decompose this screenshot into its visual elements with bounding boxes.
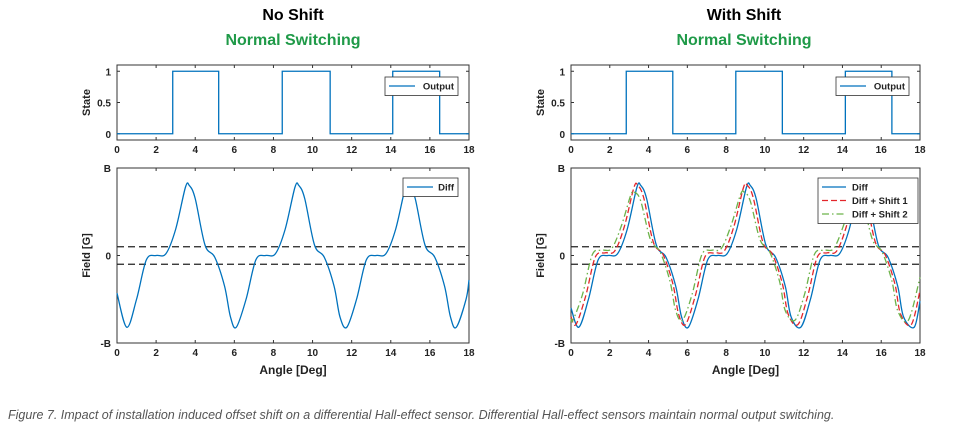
x-tick-label: 10 [759, 348, 771, 359]
x-tick-label: 12 [346, 348, 358, 359]
left-panel-subtitle: Normal Switching [225, 32, 361, 49]
x-tick-label: 2 [153, 348, 159, 359]
x-tick-label: 14 [837, 348, 849, 359]
x-tick-label: 16 [876, 145, 888, 156]
y-tick-label: 0 [559, 252, 565, 263]
x-tick-label: 18 [463, 145, 475, 156]
x-tick-label: 8 [723, 348, 729, 359]
x-tick-label: 12 [798, 348, 810, 359]
x-tick-label: 12 [346, 145, 358, 156]
legend-entry: Diff [852, 183, 869, 194]
x-tick-label: 18 [914, 145, 926, 156]
legend-entry: Output [874, 82, 906, 93]
left-panel-title: No Shift [262, 7, 324, 24]
legend: Output [384, 76, 459, 96]
right-panel-subtitle: Normal Switching [676, 32, 812, 49]
y-axis-label: State [535, 89, 547, 116]
legend: Diff Diff + Shift 1 Diff + Shift 2 [817, 177, 919, 224]
x-tick-label: 2 [607, 145, 613, 156]
x-tick-label: 8 [723, 145, 729, 156]
x-tick-label: 16 [876, 348, 888, 359]
x-tick-label: 4 [646, 348, 652, 359]
legend-entry: Diff + Shift 1 [852, 196, 908, 207]
chart-1-state: 0 2 4 6 8 10 12 14 16 18 0 0.5 1 State Output [535, 64, 926, 156]
x-tick-label: 14 [385, 348, 397, 359]
x-tick-label: 10 [307, 348, 319, 359]
x-tick-label: 14 [385, 145, 397, 156]
y-tick-label: 1 [559, 67, 565, 78]
legend-entry: Diff + Shift 2 [852, 210, 908, 221]
axes-box [570, 64, 921, 141]
x-axis-label: Angle [Deg] [259, 363, 326, 377]
x-tick-label: 16 [424, 145, 436, 156]
y-tick-label: 0.5 [97, 99, 111, 110]
legend-entry: Output [423, 82, 455, 93]
x-tick-label: 6 [685, 145, 691, 156]
right-panel-title: With Shift [706, 7, 782, 24]
y-axis-label: Field [G] [81, 233, 93, 278]
x-tick-label: 4 [192, 145, 198, 156]
chart-0-state: 0 2 4 6 8 10 12 14 16 18 0 0.5 1 State Output [81, 64, 475, 156]
x-tick-label: 16 [424, 348, 436, 359]
x-tick-label: 6 [685, 348, 691, 359]
y-tick-label: -B [554, 339, 565, 350]
y-tick-label: 0 [105, 252, 111, 263]
figure-caption: Figure 7. Impact of installation induced… [8, 408, 835, 422]
x-axis-label: Angle [Deg] [712, 363, 779, 377]
x-tick-label: 18 [463, 348, 475, 359]
x-tick-label: 0 [114, 348, 120, 359]
x-tick-label: 8 [271, 145, 277, 156]
series-line [570, 182, 921, 327]
legend-box [384, 76, 459, 96]
x-tick-label: 0 [114, 145, 120, 156]
x-tick-label: 6 [232, 145, 238, 156]
y-tick-label: B [104, 164, 111, 175]
legend: Output [835, 76, 910, 96]
y-tick-label: 0.5 [551, 99, 565, 110]
legend-entry: Diff [438, 183, 455, 194]
x-tick-label: 12 [798, 145, 810, 156]
x-tick-label: 4 [646, 145, 652, 156]
y-tick-label: 0 [105, 130, 111, 141]
x-tick-label: 10 [307, 145, 319, 156]
x-tick-label: 0 [568, 145, 574, 156]
y-tick-label: 1 [105, 67, 111, 78]
x-tick-label: 2 [153, 145, 159, 156]
series-line [116, 182, 470, 329]
series-line [117, 70, 469, 135]
x-tick-label: 18 [914, 348, 926, 359]
series-line [571, 70, 920, 135]
x-tick-label: 2 [607, 348, 613, 359]
legend: Diff [402, 177, 459, 197]
y-axis-label: Field [G] [535, 233, 547, 278]
x-tick-label: 14 [837, 145, 849, 156]
x-tick-label: 10 [759, 145, 771, 156]
axes-box [116, 64, 470, 141]
x-tick-label: 6 [232, 348, 238, 359]
y-tick-label: -B [100, 339, 111, 350]
legend-box [835, 76, 910, 96]
y-tick-label: 0 [559, 130, 565, 141]
y-tick-label: B [558, 164, 565, 175]
y-axis-label: State [81, 89, 93, 116]
x-tick-label: 4 [192, 348, 198, 359]
x-tick-label: 0 [568, 348, 574, 359]
x-tick-label: 8 [271, 348, 277, 359]
